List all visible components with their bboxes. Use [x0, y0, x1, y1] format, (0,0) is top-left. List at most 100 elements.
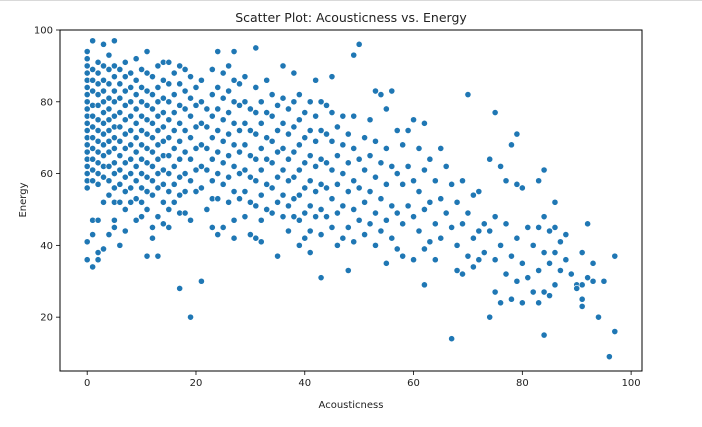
data-point: [110, 170, 118, 177]
data-point: [132, 148, 140, 156]
data-point: [170, 145, 178, 152]
data-point: [268, 209, 276, 217]
data-point: [187, 216, 194, 224]
data-point: [290, 98, 298, 106]
data-point: [149, 224, 156, 231]
data-point: [203, 166, 211, 174]
data-point: [100, 119, 107, 127]
y-tick-label: 40: [40, 241, 53, 252]
x-tick-label: 80: [516, 378, 529, 389]
data-point: [464, 252, 472, 260]
data-point: [317, 98, 325, 106]
data-point: [110, 159, 118, 167]
data-point: [105, 177, 113, 185]
data-point: [546, 227, 553, 235]
data-point: [344, 130, 352, 138]
data-point: [116, 123, 124, 131]
data-point: [187, 177, 194, 185]
data-point: [116, 109, 124, 116]
data-point: [393, 209, 401, 217]
data-point: [241, 98, 249, 106]
data-point: [551, 281, 559, 289]
data-point: [344, 267, 352, 274]
data-point: [176, 62, 184, 70]
data-point: [448, 224, 456, 231]
data-point: [421, 281, 428, 289]
data-point: [513, 180, 521, 188]
y-tick-label: 60: [40, 169, 53, 180]
data-point: [263, 180, 271, 188]
data-point: [497, 241, 504, 249]
data-point: [513, 234, 521, 242]
data-point: [339, 202, 347, 210]
data-point: [388, 162, 396, 170]
data-point: [176, 119, 184, 127]
data-point: [540, 166, 548, 174]
data-point: [268, 91, 276, 99]
data-point: [83, 162, 91, 170]
data-point: [333, 123, 341, 131]
data-point: [230, 119, 238, 127]
data-point: [350, 51, 358, 59]
data-point: [94, 91, 102, 99]
data-point: [89, 145, 97, 152]
data-point: [257, 119, 265, 127]
data-point: [100, 40, 107, 48]
data-point: [105, 231, 113, 238]
data-point: [94, 249, 102, 256]
data-point: [154, 155, 162, 163]
data-point: [225, 152, 233, 160]
data-point: [546, 292, 553, 300]
data-point: [372, 87, 379, 95]
data-point: [252, 84, 260, 91]
data-point: [198, 76, 205, 84]
data-point: [187, 134, 194, 142]
x-axis-label: Acousticness: [319, 400, 384, 411]
data-point: [426, 238, 434, 246]
data-point: [306, 98, 314, 106]
data-point: [159, 166, 167, 174]
data-point: [263, 155, 271, 163]
data-point: [339, 141, 347, 149]
data-point: [219, 224, 227, 231]
data-point: [187, 73, 194, 81]
data-point: [295, 141, 303, 149]
data-point: [513, 130, 521, 138]
data-point: [121, 173, 129, 181]
data-point: [290, 195, 298, 203]
data-point: [306, 249, 314, 256]
data-point: [121, 130, 129, 138]
data-point: [138, 112, 145, 120]
data-point: [154, 112, 162, 120]
data-point: [181, 170, 189, 177]
data-point: [165, 116, 173, 124]
data-point: [437, 195, 445, 203]
data-point: [105, 191, 113, 199]
data-point: [154, 213, 162, 221]
data-point: [246, 231, 254, 238]
data-point: [421, 119, 428, 127]
data-point: [132, 195, 140, 203]
data-point: [89, 231, 97, 238]
data-point: [540, 213, 548, 221]
data-point: [502, 220, 510, 228]
data-point: [154, 98, 162, 106]
data-point: [132, 76, 140, 84]
data-point: [475, 256, 483, 264]
data-point: [611, 252, 619, 260]
data-point: [301, 109, 309, 116]
data-point: [127, 127, 135, 134]
data-point: [268, 112, 276, 120]
data-point: [94, 127, 102, 134]
data-point: [437, 145, 445, 152]
data-point: [306, 227, 314, 235]
data-point: [285, 155, 292, 163]
data-point: [301, 184, 309, 192]
data-point: [453, 198, 461, 206]
data-point: [176, 80, 184, 88]
data-point: [312, 76, 320, 84]
data-point: [399, 252, 407, 260]
data-point: [382, 145, 390, 152]
data-point: [279, 119, 287, 127]
data-point: [83, 238, 91, 246]
